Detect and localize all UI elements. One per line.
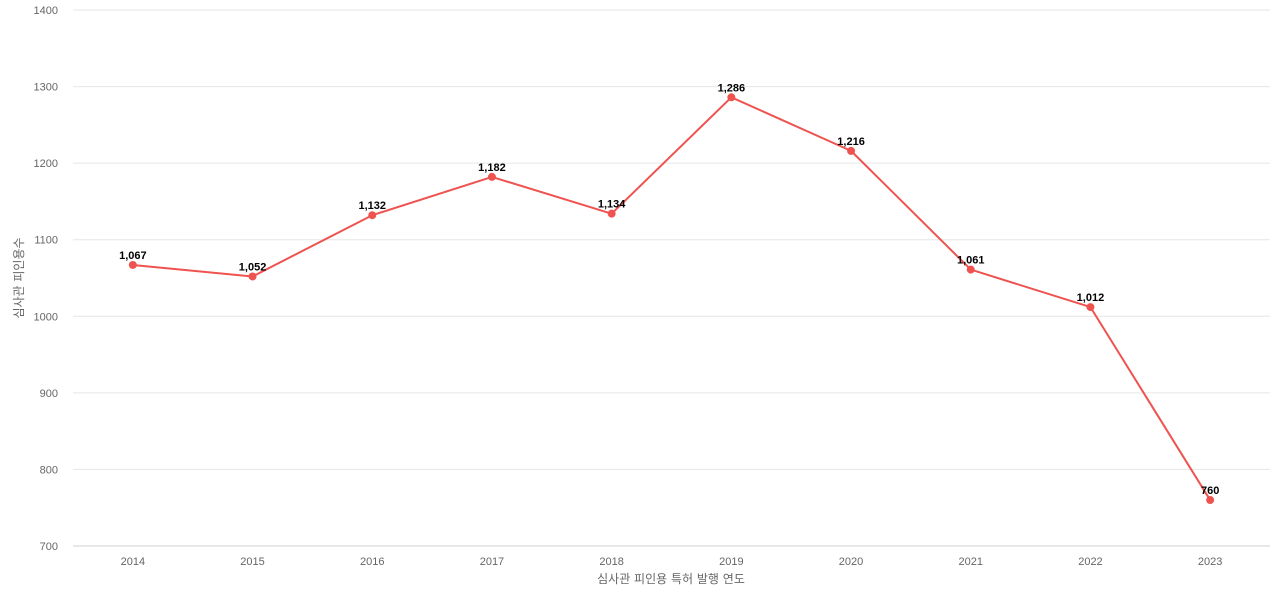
data-point[interactable]	[847, 146, 856, 155]
y-tick-label: 1000	[34, 311, 58, 323]
y-tick-label: 1300	[34, 82, 58, 94]
data-point[interactable]	[607, 209, 616, 218]
x-tick-label: 2020	[839, 556, 863, 568]
y-tick-label: 1200	[34, 158, 58, 170]
data-label: 1,052	[239, 261, 267, 273]
data-label: 1,182	[478, 162, 506, 174]
data-point[interactable]	[966, 265, 975, 274]
y-axis-title: 심사관 피인용수	[12, 237, 26, 318]
data-point[interactable]	[128, 260, 137, 269]
data-point[interactable]	[248, 272, 257, 281]
data-label: 1,286	[718, 82, 746, 94]
y-tick-label: 1400	[34, 5, 58, 17]
data-point[interactable]	[1206, 496, 1215, 505]
x-tick-label: 2023	[1198, 556, 1222, 568]
data-label: 1,061	[957, 255, 985, 267]
data-point[interactable]	[368, 211, 377, 220]
data-label: 1,012	[1077, 292, 1105, 304]
x-tick-label: 2014	[121, 556, 145, 568]
y-tick-label: 1100	[34, 235, 58, 247]
data-point[interactable]	[727, 93, 736, 102]
x-tick-label: 2015	[240, 556, 264, 568]
data-point[interactable]	[1086, 303, 1095, 312]
data-label: 1,132	[358, 200, 386, 212]
data-label: 760	[1201, 485, 1219, 497]
x-axis-ticks: 2014 2015 2016 2017 2018 2019 2020 2021 2022 2023	[121, 556, 1223, 568]
x-tick-label: 2018	[599, 556, 623, 568]
gridlines	[73, 9, 1270, 547]
data-label: 1,067	[119, 250, 147, 262]
x-tick-label: 2019	[719, 556, 743, 568]
y-tick-label: 700	[40, 541, 58, 553]
data-label: 1,134	[598, 199, 626, 211]
y-axis-ticks: 700 800 900 1000 1100 1200 1300 1400	[34, 5, 58, 553]
x-tick-label: 2022	[1078, 556, 1102, 568]
x-tick-label: 2016	[360, 556, 384, 568]
series-line	[132, 96, 1211, 501]
series-line-group	[132, 96, 1211, 501]
y-tick-label: 800	[40, 464, 58, 476]
data-label: 1,216	[837, 136, 865, 148]
data-points	[128, 93, 1215, 505]
y-tick-label: 900	[40, 388, 58, 400]
data-labels: 1,067 1,052 1,132 1,182 1,134 1,286 1,216 1,061…	[119, 82, 1219, 497]
x-tick-label: 2017	[480, 556, 504, 568]
x-tick-label: 2021	[959, 556, 983, 568]
x-axis-title: 심사관 피인용 특허 발행 연도	[597, 571, 745, 586]
data-point[interactable]	[487, 172, 496, 181]
